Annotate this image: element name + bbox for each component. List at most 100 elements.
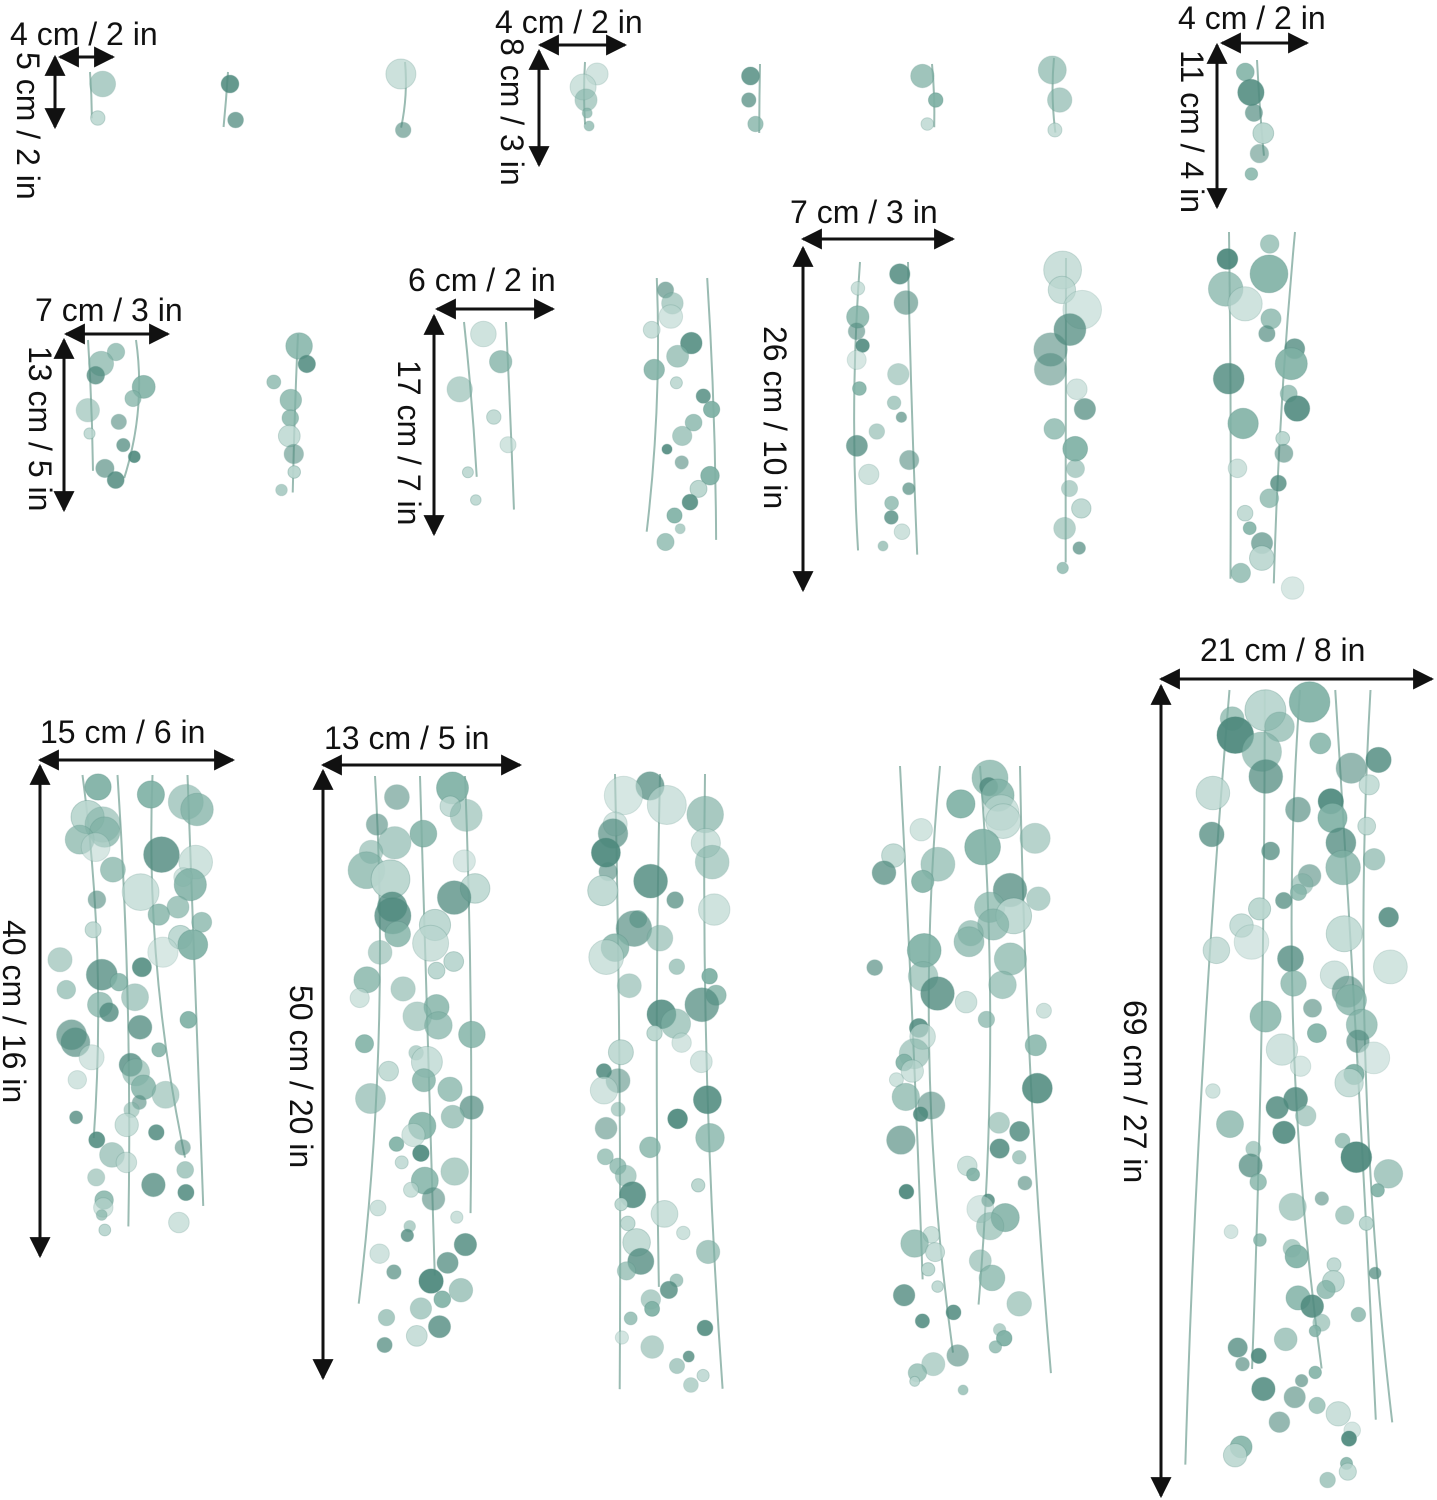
leaf: [871, 860, 897, 886]
leaf: [1334, 1132, 1351, 1149]
leaf: [1024, 1034, 1047, 1057]
leaf: [365, 813, 389, 836]
leaf: [1274, 347, 1308, 381]
leaf: [1370, 1183, 1385, 1198]
leaf: [893, 290, 919, 316]
leaf: [698, 893, 731, 926]
leaf: [642, 320, 661, 339]
leaf: [87, 890, 107, 909]
width-label-d08: 13 cm / 5 in: [324, 720, 490, 756]
leaf: [90, 110, 106, 126]
height-label-d07: 40 cm / 16 in: [0, 920, 32, 1104]
leaf: [741, 92, 757, 108]
leaf: [1062, 435, 1089, 462]
leaf: [109, 972, 129, 992]
leaf: [1319, 1471, 1336, 1489]
leaf: [909, 1375, 921, 1387]
leaf: [695, 1239, 721, 1265]
leaf: [88, 1131, 106, 1149]
leaf: [846, 349, 867, 370]
leaf: [388, 1136, 405, 1152]
leaf: [1302, 998, 1323, 1018]
leaf: [975, 1212, 1005, 1241]
leaf: [674, 523, 686, 535]
leaf: [995, 1330, 1013, 1347]
stem: [1019, 765, 1052, 1374]
leaf: [349, 987, 370, 1009]
leaf: [1026, 886, 1051, 912]
leaf: [886, 1125, 916, 1155]
leaf: [1378, 906, 1399, 928]
leaf: [354, 1034, 375, 1054]
leaf: [581, 107, 593, 119]
leaf: [850, 281, 866, 296]
leaf: [671, 1032, 692, 1053]
leaf: [946, 1344, 970, 1367]
leaf: [968, 1249, 992, 1273]
plant-04a: [75, 339, 156, 489]
leaf: [369, 1243, 390, 1264]
width-label-d03: 4 cm / 2 in: [1178, 0, 1326, 36]
leaf: [883, 510, 899, 525]
leaf: [993, 942, 1028, 976]
leaf: [614, 1197, 629, 1212]
leaf: [1264, 711, 1295, 743]
leaf: [855, 338, 870, 353]
leaf: [409, 1297, 433, 1320]
leaf: [95, 1209, 108, 1221]
leaf: [1252, 122, 1275, 145]
height-label-d01: 5 cm / 2 in: [10, 52, 46, 200]
leaf: [668, 958, 686, 976]
leaf: [684, 413, 703, 432]
leaf: [1198, 821, 1225, 848]
plant-05a: [446, 320, 517, 510]
leaf: [1235, 1356, 1250, 1372]
leaf: [179, 1010, 198, 1029]
leaf: [701, 967, 718, 985]
leaf: [143, 836, 180, 873]
leaf: [1373, 949, 1408, 985]
leaf: [89, 70, 117, 98]
leaf: [1233, 924, 1270, 960]
leaf: [1043, 418, 1066, 440]
leaf: [957, 1384, 969, 1396]
height-label-d05: 17 cm / 7 in: [391, 360, 427, 526]
leaf: [449, 798, 483, 832]
leaf: [47, 947, 73, 973]
leaf: [440, 1157, 470, 1186]
leaf: [1250, 1347, 1267, 1365]
leaf: [470, 494, 482, 506]
height-label-d09: 69 cm / 27 in: [1117, 1000, 1153, 1184]
stem: [186, 774, 205, 1206]
width-label-d04: 7 cm / 3 in: [35, 292, 183, 328]
leaf: [1222, 1443, 1248, 1468]
leaf: [868, 423, 886, 440]
leaf: [607, 1039, 634, 1066]
leaf: [920, 117, 935, 131]
leaf: [384, 920, 412, 948]
leaf: [583, 120, 595, 132]
stem: [1334, 689, 1377, 1420]
width-label-d09: 21 cm / 8 in: [1200, 632, 1366, 668]
leaf: [1340, 1141, 1373, 1174]
leaf: [1248, 759, 1284, 794]
leaf: [452, 849, 476, 873]
leaf: [1259, 234, 1280, 254]
leaf: [1037, 55, 1067, 85]
leaf: [1244, 167, 1259, 181]
leaf: [1362, 848, 1386, 871]
plant-01c: [385, 58, 417, 139]
leaf: [83, 427, 96, 440]
leaf: [978, 1264, 1006, 1292]
leaf: [616, 1261, 637, 1281]
leaf: [852, 381, 867, 396]
leaf: [1269, 474, 1287, 492]
leaf: [421, 1187, 446, 1211]
leaf: [1227, 458, 1248, 479]
leaf: [279, 388, 303, 412]
leaf: [1035, 1002, 1052, 1019]
leaf: [84, 921, 102, 939]
leaf: [672, 425, 693, 447]
leaf: [1060, 479, 1079, 498]
